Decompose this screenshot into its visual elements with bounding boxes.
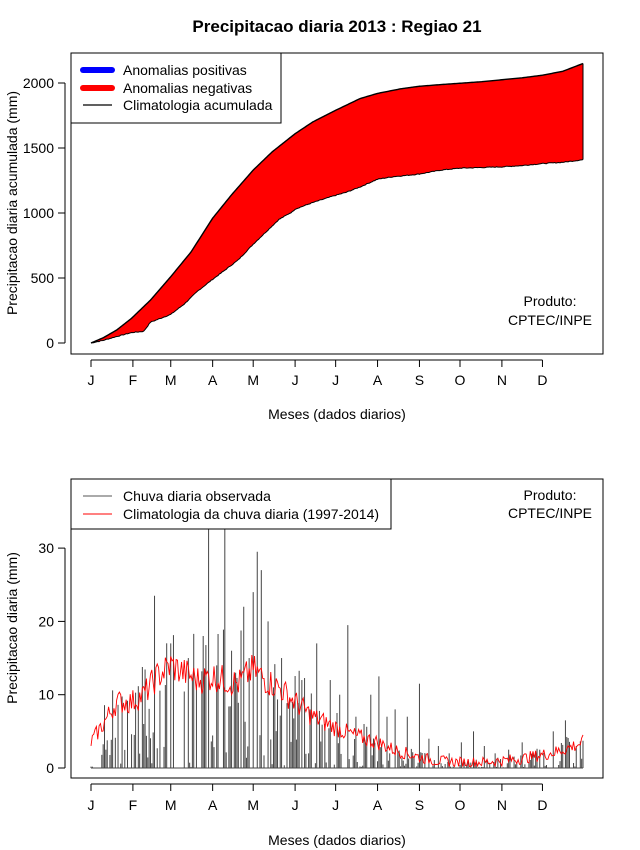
y-axis-top: 0 500 1000 1500 2000 — [23, 75, 66, 351]
x-axis-label-bottom: Meses (dados diarios) — [268, 832, 406, 848]
accumulated-precipitation-chart: 0 500 1000 1500 2000 J F M A M J J A S O N D Meses (dad… — [4, 52, 604, 422]
x-tick-label: A — [208, 797, 218, 813]
y-tick-label: 0 — [46, 335, 54, 351]
x-tick-label: A — [373, 797, 383, 813]
x-tick-label: F — [129, 372, 138, 388]
x-tick-label: M — [165, 797, 177, 813]
daily-precipitation-chart: 0 10 20 30 J F M A M J J A S O N D Meses (dados diario… — [4, 478, 604, 848]
credit-source-top: CPTEC/INPE — [508, 312, 592, 328]
x-tick-label: J — [292, 372, 299, 388]
negative-anomaly-area — [91, 63, 583, 344]
y-tick-label: 2000 — [23, 75, 54, 91]
legend-box — [70, 478, 392, 530]
x-tick-label: A — [208, 372, 218, 388]
credit-label-top: Produto: — [524, 293, 577, 309]
series-lines-layer — [90, 62, 584, 344]
x-tick-label: F — [129, 797, 138, 813]
credit-label-bottom: Produto: — [524, 487, 577, 503]
daily-bars-layer — [90, 518, 584, 769]
legend-label-observed: Chuva diaria observada — [123, 488, 271, 504]
y-axis-bottom: 0 10 20 30 — [38, 540, 66, 776]
y-tick-label: 1500 — [23, 140, 54, 156]
y-tick-label: 1000 — [23, 205, 54, 221]
climatology-line-layer — [90, 654, 584, 768]
legend-label-positive: Anomalias positivas — [123, 62, 247, 78]
x-tick-label: O — [455, 797, 466, 813]
x-tick-label: D — [537, 372, 547, 388]
anomaly-fill-layer — [91, 63, 583, 344]
x-tick-label: J — [332, 797, 339, 813]
x-axis-label-top: Meses (dados diarios) — [268, 406, 406, 422]
x-tick-label: A — [373, 372, 383, 388]
x-tick-label: J — [292, 797, 299, 813]
y-tick-label: 500 — [31, 270, 55, 286]
chart-title: Precipitacao diaria 2013 : Regiao 21 — [192, 17, 481, 36]
x-tick-label: S — [415, 372, 424, 388]
y-axis-label-top: Precipitacao diaria acumulada (mm) — [4, 91, 20, 315]
plot-frame-top — [70, 52, 604, 355]
y-tick-label: 20 — [38, 613, 54, 629]
legend-label-climatology-daily: Climatologia da chuva diaria (1997-2014) — [123, 506, 379, 522]
x-tick-label: J — [88, 797, 95, 813]
y-axis-label-bottom: Precipitacao diaria (mm) — [4, 552, 20, 704]
x-tick-label: M — [247, 797, 259, 813]
x-tick-label: D — [537, 797, 547, 813]
credit-source-bottom: CPTEC/INPE — [508, 505, 592, 521]
x-tick-label: S — [415, 797, 424, 813]
series-line-daily-climatology — [90, 654, 584, 768]
x-tick-label: N — [497, 797, 507, 813]
legend-bottom: Chuva diaria observada Climatologia da c… — [70, 478, 392, 530]
y-tick-label: 30 — [38, 540, 54, 556]
legend-top: Anomalias positivas Anomalias negativas … — [70, 52, 282, 124]
series-line-observed — [90, 159, 584, 344]
x-tick-label: M — [165, 372, 177, 388]
y-tick-label: 0 — [46, 760, 54, 776]
y-tick-label: 10 — [38, 687, 54, 703]
x-tick-label: J — [88, 372, 95, 388]
legend-label-negative: Anomalias negativas — [123, 80, 252, 96]
x-tick-label: O — [455, 372, 466, 388]
series-line-climatology — [90, 62, 584, 344]
x-tick-label: J — [332, 372, 339, 388]
x-tick-label: M — [247, 372, 259, 388]
legend-label-climatology: Climatologia acumulada — [123, 97, 273, 113]
x-tick-label: N — [497, 372, 507, 388]
